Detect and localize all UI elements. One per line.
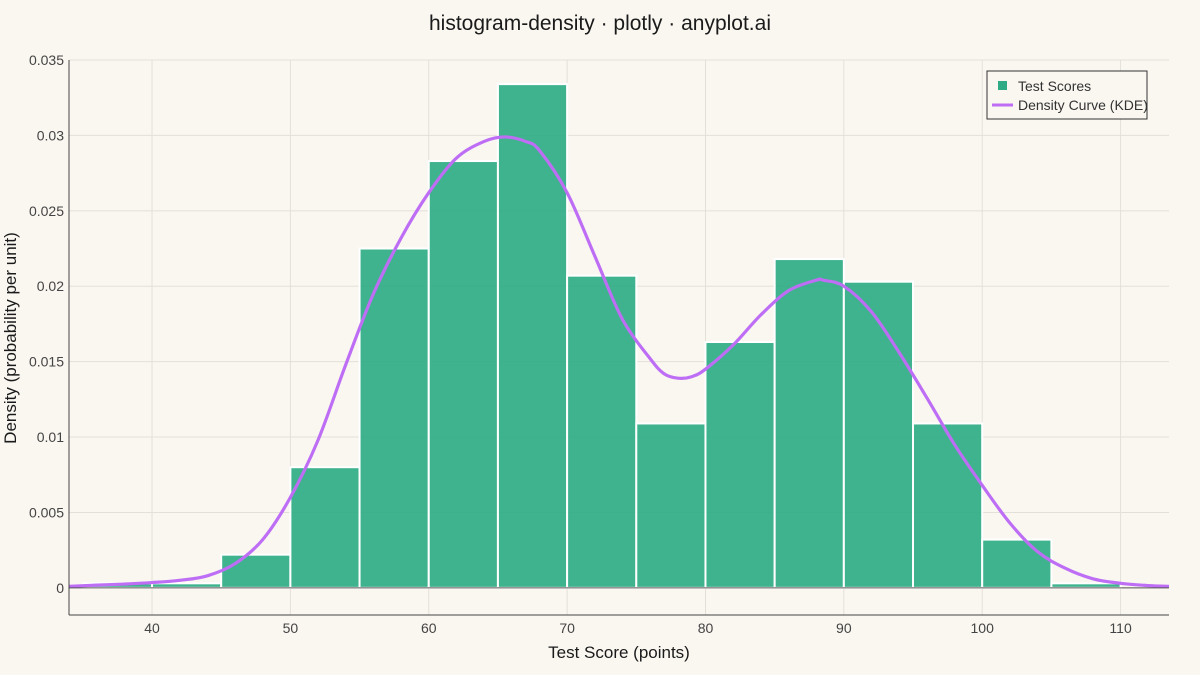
histogram-bar <box>496 83 569 589</box>
legend-label-test-scores: Test Scores <box>1018 78 1091 94</box>
chart-title: histogram-density · plotly · anyplot.ai <box>429 12 771 35</box>
histogram-bar <box>981 538 1053 589</box>
histogram-bar <box>358 247 430 589</box>
x-tick-label: 90 <box>836 620 852 636</box>
histogram-bar <box>704 341 776 589</box>
legend: Test Scores Density Curve (KDE) <box>986 70 1148 120</box>
x-tick-label: 80 <box>698 620 714 636</box>
legend-swatch-test-scores <box>998 81 1007 90</box>
x-tick-label: 110 <box>1109 620 1132 636</box>
x-tick-label: 70 <box>559 620 575 636</box>
histogram-bar <box>220 553 292 589</box>
y-axis-title: Density (probability per unit) <box>1 232 20 444</box>
histogram-bar <box>427 160 499 589</box>
y-tick-label: 0.015 <box>29 354 64 370</box>
axes <box>68 60 1169 616</box>
kde-curve-group <box>68 135 1170 588</box>
y-tick-label: 0.03 <box>37 127 64 143</box>
y-tick-label: 0.025 <box>29 203 64 219</box>
x-axis-title: Test Score (points) <box>548 643 690 662</box>
histogram-bars <box>81 83 1122 589</box>
histogram-bar <box>635 422 707 589</box>
x-tick-label: 100 <box>971 620 995 636</box>
histogram-bar <box>912 422 984 589</box>
y-tick-label: 0 <box>56 580 64 596</box>
y-tick-label: 0.005 <box>29 504 64 520</box>
histogram-bar <box>773 258 845 589</box>
histogram-bar <box>151 582 223 589</box>
legend-box <box>986 70 1148 120</box>
x-tick-label: 50 <box>283 620 299 636</box>
kde-curve <box>68 135 1170 588</box>
tick-labels: 40 50 60 70 80 90 100 110 0 0.005 0.01 0.015 0.02 0.0… <box>29 52 1132 636</box>
x-tick-label: 40 <box>144 620 160 636</box>
histogram-bar <box>1050 582 1122 589</box>
y-tick-label: 0.035 <box>29 52 64 68</box>
histogram-bar <box>289 466 361 589</box>
x-tick-label: 60 <box>421 620 437 636</box>
histogram-bar <box>842 280 915 589</box>
y-tick-label: 0.02 <box>37 278 64 294</box>
legend-label-kde: Density Curve (KDE) <box>1018 97 1148 113</box>
y-tick-label: 0.01 <box>37 429 64 445</box>
